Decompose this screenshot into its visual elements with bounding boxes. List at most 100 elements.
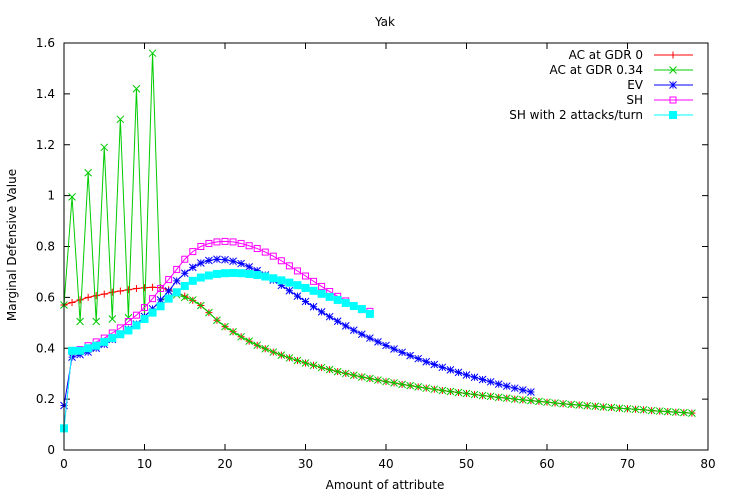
y-tick-label: 0.6 (36, 290, 55, 304)
data-point (623, 404, 632, 413)
data-point (325, 365, 334, 374)
data-point (333, 295, 342, 304)
data-point (430, 360, 439, 369)
data-point (615, 404, 624, 413)
data-point (172, 276, 181, 285)
data-point (92, 341, 101, 350)
data-point (188, 296, 197, 304)
data-point (68, 298, 76, 306)
axis-ticks: 0 10 20 30 40 50 60 70 80 0 0.2 0.4 0.6 0.8 1 1.2 1.4 1.6 (36, 36, 716, 471)
data-point (333, 317, 342, 326)
data-point (366, 334, 374, 342)
data-point (631, 405, 640, 414)
data-point (293, 281, 302, 290)
data-point (229, 257, 237, 266)
legend-item: AC at GDR 0.34 (550, 63, 693, 77)
x-axis-label: Amount of attribute (326, 478, 445, 492)
legend-marker (669, 66, 677, 74)
data-point (253, 341, 262, 350)
data-point (398, 380, 406, 389)
series-4 (60, 237, 374, 432)
data-point (325, 292, 334, 301)
data-point (116, 330, 125, 339)
data-point (518, 386, 527, 394)
legend-label: AC at GDR 0.34 (550, 63, 643, 77)
x-tick-label: 70 (620, 457, 635, 471)
data-point (277, 276, 286, 285)
data-point (76, 296, 84, 304)
data-point (172, 288, 181, 297)
data-point (213, 316, 221, 325)
data-point (132, 84, 141, 93)
data-point (414, 383, 423, 391)
y-tick-label: 0.2 (36, 392, 55, 406)
legend-marker (669, 111, 677, 119)
y-tick-label: 1.4 (36, 87, 55, 101)
data-point (164, 294, 173, 303)
data-point (366, 374, 374, 383)
data-point (655, 407, 664, 415)
data-point (390, 378, 398, 387)
data-point (221, 255, 229, 264)
data-point (414, 354, 423, 363)
data-point (599, 403, 608, 411)
x-tick-label: 0 (60, 457, 68, 471)
data-point (309, 361, 318, 370)
x-tick-label: 10 (137, 457, 152, 471)
data-point (679, 408, 688, 417)
data-point (357, 305, 366, 314)
data-point (349, 326, 358, 335)
data-point (84, 344, 93, 353)
data-point (76, 346, 85, 355)
legend-label: EV (627, 78, 644, 92)
data-point (325, 312, 334, 321)
data-point (196, 301, 205, 310)
data-point (406, 351, 415, 360)
data-point (221, 322, 229, 331)
data-point (229, 327, 237, 336)
data-point (527, 388, 535, 396)
data-point (181, 292, 189, 300)
data-point (205, 256, 213, 265)
data-point (398, 348, 406, 357)
data-point (462, 371, 471, 379)
data-point (253, 266, 262, 275)
data-point (535, 397, 543, 406)
data-point (197, 243, 205, 250)
data-point (181, 255, 189, 263)
data-point (591, 402, 600, 411)
data-point (639, 405, 648, 414)
data-point (269, 274, 278, 283)
data-point (108, 334, 117, 343)
data-point (341, 322, 350, 330)
data-point (140, 314, 149, 323)
data-point (68, 353, 76, 362)
x-tick-label: 50 (459, 457, 474, 471)
data-point (237, 269, 246, 278)
data-point (180, 281, 189, 290)
plot-frame (63, 42, 709, 451)
data-point (543, 398, 551, 407)
data-point (390, 345, 398, 353)
data-point (100, 337, 109, 346)
data-point (76, 317, 84, 326)
data-point (422, 357, 431, 366)
data-point (317, 308, 326, 316)
data-point (478, 375, 487, 384)
data-point (647, 406, 656, 415)
data-point (253, 270, 262, 279)
data-point (124, 286, 132, 294)
data-point (156, 302, 165, 311)
data-point (237, 259, 245, 268)
data-point (261, 248, 269, 256)
data-point (221, 269, 229, 278)
data-point (189, 248, 197, 256)
data-point (204, 271, 213, 280)
data-point (422, 384, 431, 393)
data-point (196, 273, 205, 282)
data-point (293, 292, 302, 300)
data-point (663, 407, 672, 416)
data-point (245, 242, 253, 250)
data-point (446, 366, 455, 374)
